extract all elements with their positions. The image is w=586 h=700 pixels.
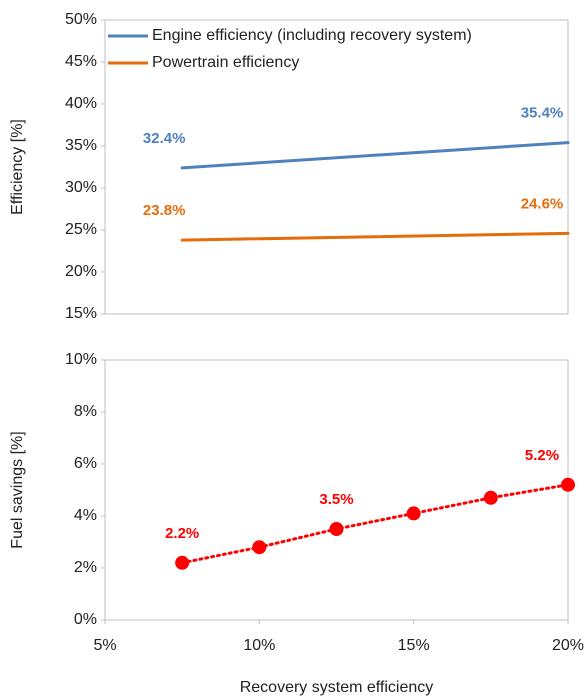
point-marker [175, 555, 190, 570]
y-tick-label: 25% [65, 221, 97, 238]
data-label: 23.8% [143, 202, 186, 219]
y-tick-label: 6% [74, 455, 97, 472]
data-label: 35.4% [521, 105, 564, 122]
plot-frame [104, 19, 569, 315]
y-axis-label: Fuel savings [%] [9, 431, 26, 548]
y-tick-label: 10% [65, 351, 97, 368]
y-tick-label: 50% [65, 11, 97, 28]
point-marker [252, 540, 267, 555]
data-label: 3.5% [319, 491, 353, 508]
y-tick-label: 45% [65, 53, 97, 70]
series-line [180, 483, 570, 565]
data-label: 32.4% [143, 130, 186, 147]
series-line [180, 231, 570, 242]
x-tick-label: 10% [243, 637, 275, 654]
y-tick-label: 2% [74, 559, 97, 576]
legend-label: Engine efficiency (including recovery sy… [152, 27, 472, 44]
point-marker [329, 522, 344, 536]
y-tick-label: 40% [65, 95, 97, 112]
y-tick-label: 0% [74, 611, 97, 628]
x-tick-label: 15% [398, 637, 430, 654]
data-label: 24.6% [521, 195, 564, 212]
y-tick-label: 15% [65, 305, 97, 322]
x-axis-label: Recovery system efficiency [240, 679, 434, 696]
data-label: 5.2% [525, 447, 559, 464]
series-line [180, 141, 570, 170]
data-label: 2.2% [165, 525, 199, 542]
y-tick-label: 8% [74, 403, 97, 420]
point-marker [483, 490, 498, 505]
x-tick-label: 5% [93, 637, 116, 654]
y-tick-label: 35% [65, 137, 97, 154]
y-tick-label: 30% [65, 179, 97, 196]
y-tick-label: 20% [65, 263, 97, 280]
legend-label: Powertrain efficiency [152, 54, 299, 71]
x-tick-label: 20% [552, 637, 584, 654]
point-marker [561, 477, 575, 492]
y-axis-label: Efficiency [%] [9, 119, 26, 215]
point-marker [406, 506, 421, 521]
y-tick-label: 4% [74, 507, 97, 524]
